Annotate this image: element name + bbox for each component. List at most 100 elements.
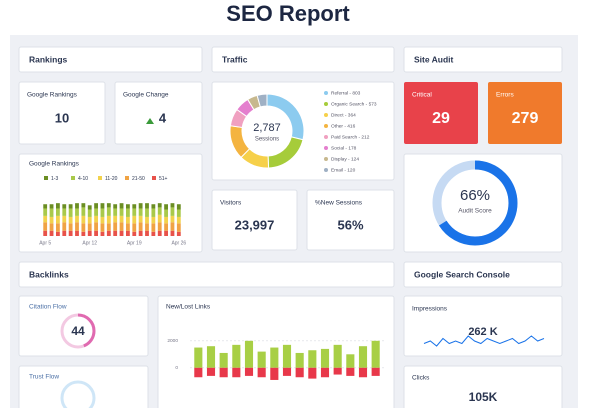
legend-dot — [324, 113, 328, 117]
bar-segment — [68, 230, 73, 236]
score-value: 66% — [460, 187, 490, 204]
y-tick-label: 0 — [175, 365, 178, 371]
stat-label: Google Change — [123, 92, 169, 99]
page-title: SEO Report — [226, 1, 350, 26]
bar — [346, 367, 355, 376]
bar-segment — [87, 230, 92, 236]
x-tick-label: Apr 26 — [171, 240, 186, 246]
bar-segment — [106, 215, 111, 224]
bar — [320, 348, 330, 368]
stat-value: 56% — [337, 217, 363, 232]
stat-value: 23,997 — [235, 217, 275, 232]
bar-segment — [157, 230, 162, 236]
section-header: Rankings — [29, 54, 68, 64]
bar-segment — [119, 230, 124, 236]
bar — [308, 367, 317, 379]
bar-segment — [49, 208, 54, 217]
bar — [232, 367, 241, 378]
card — [403, 295, 563, 357]
bar — [270, 347, 279, 368]
bar — [346, 354, 355, 368]
bar-segment — [56, 208, 60, 216]
ring-arc — [60, 313, 96, 349]
bar — [371, 367, 380, 376]
bar-segment — [75, 203, 79, 209]
bar-segment — [126, 208, 130, 217]
bar-segment — [170, 215, 175, 223]
card — [18, 365, 149, 408]
bar-segment — [164, 204, 168, 210]
card — [18, 153, 203, 253]
legend-label: Display - 124 — [331, 156, 359, 162]
legend-swatch — [98, 176, 102, 180]
stat-label: Clicks — [412, 375, 430, 382]
donut-value: 2,787 — [253, 122, 281, 134]
bar-segment — [81, 215, 86, 224]
legend-swatch — [71, 176, 75, 180]
bar-segment — [62, 222, 67, 231]
stat-value: 279 — [512, 110, 539, 127]
bar-segment — [100, 216, 105, 224]
stat-label: Trust Flow — [29, 374, 59, 381]
card — [211, 189, 298, 251]
bar-segment — [113, 222, 118, 231]
legend-label: 11-20 — [105, 176, 118, 182]
section-header: Site Audit — [414, 54, 454, 64]
legend-label: Referral - 803 — [331, 90, 361, 96]
bar — [206, 346, 216, 368]
bar-segment — [170, 207, 175, 216]
bar-segment — [68, 208, 73, 217]
bar-segment — [157, 214, 162, 223]
legend-label: Direct - 364 — [331, 112, 356, 118]
bar-segment — [68, 216, 73, 224]
legend-dot — [324, 157, 328, 161]
legend-label: 4-10 — [78, 176, 88, 182]
bar-segment — [94, 208, 98, 216]
bar-segment — [157, 222, 162, 231]
bar-segment — [56, 223, 60, 232]
bar-segment — [138, 222, 143, 231]
bar — [244, 367, 254, 376]
stat-label: Impressions — [412, 306, 448, 313]
bar-segment — [176, 231, 181, 236]
stat-label: Errors — [496, 92, 514, 99]
ring-arc — [432, 160, 518, 246]
bar-segment — [138, 208, 143, 216]
bar-segment — [113, 230, 118, 236]
ring-value: 44 — [71, 324, 85, 338]
bar — [232, 344, 241, 368]
legend-dot — [324, 102, 328, 106]
card — [403, 261, 563, 288]
bar-segment — [126, 230, 130, 236]
bar-segment — [56, 215, 60, 224]
legend-swatch — [44, 176, 48, 180]
bar-segment — [157, 203, 162, 208]
donut-slice — [256, 93, 268, 108]
bar-segment — [87, 223, 92, 231]
bar-segment — [113, 215, 118, 223]
bar-segment — [106, 203, 111, 208]
legend-label: Paid Search - 212 — [331, 134, 370, 140]
bar-segment — [75, 230, 79, 236]
bar-segment — [138, 203, 143, 209]
legend-label: 1-3 — [51, 176, 58, 182]
bar — [257, 367, 266, 378]
card — [18, 81, 106, 145]
legend-dot — [324, 146, 328, 150]
bar — [333, 344, 342, 368]
bar-segment — [132, 231, 137, 236]
bar-segment — [62, 230, 67, 236]
legend-label: 21-50 — [132, 176, 145, 182]
card — [404, 82, 478, 144]
bar-segment — [81, 223, 86, 232]
bar-segment — [75, 215, 79, 223]
bar-segment — [151, 231, 156, 236]
x-tick-label: Apr 5 — [39, 240, 51, 246]
bar — [333, 367, 342, 375]
bar-segment — [43, 215, 48, 223]
legend-label: Organic Search - 573 — [331, 101, 377, 107]
bar-segment — [100, 231, 105, 236]
legend-dot — [324, 168, 328, 172]
bar-segment — [62, 208, 67, 216]
bar-segment — [151, 208, 156, 217]
